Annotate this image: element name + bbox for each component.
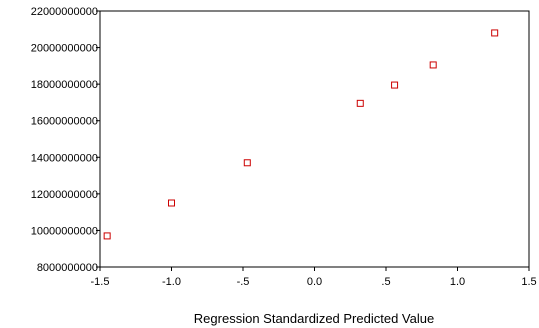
x-tick-label: 1.5: [521, 276, 536, 288]
y-tick-label: 8000000000: [37, 262, 98, 274]
x-tick-label: 1.0: [450, 276, 465, 288]
y-tick-label: 18000000000: [31, 79, 98, 91]
x-tick-label: -1.0: [162, 276, 181, 288]
data-point: [168, 199, 175, 207]
data-point: [356, 99, 364, 107]
y-tick-label: 12000000000: [31, 189, 98, 201]
plot-area: [99, 10, 530, 268]
x-tick-label: -1.5: [91, 276, 110, 288]
data-point: [243, 159, 251, 167]
y-tick-label: 22000000000: [31, 6, 98, 18]
data-point: [391, 81, 399, 89]
y-tick-label: 20000000000: [31, 43, 98, 55]
data-point: [429, 61, 437, 69]
y-tick-label: 14000000000: [31, 152, 98, 164]
y-axis: 8000000000 10000000000 12000000000 14000000…: [31, 6, 100, 274]
data-point: [491, 29, 499, 37]
x-axis: -1.5 -1.0 -.5 0.0 .5 1.0 1.5: [91, 267, 537, 288]
data-points: [103, 29, 499, 240]
x-tick-label: .5: [381, 276, 390, 288]
x-axis-title: Regression Standardized Predicted Value: [194, 311, 434, 326]
x-tick-label: 0.0: [307, 276, 322, 288]
y-tick-label: 10000000000: [31, 225, 98, 237]
x-tick-label: -.5: [237, 276, 250, 288]
data-point: [103, 232, 111, 240]
y-tick-label: 16000000000: [31, 116, 98, 128]
